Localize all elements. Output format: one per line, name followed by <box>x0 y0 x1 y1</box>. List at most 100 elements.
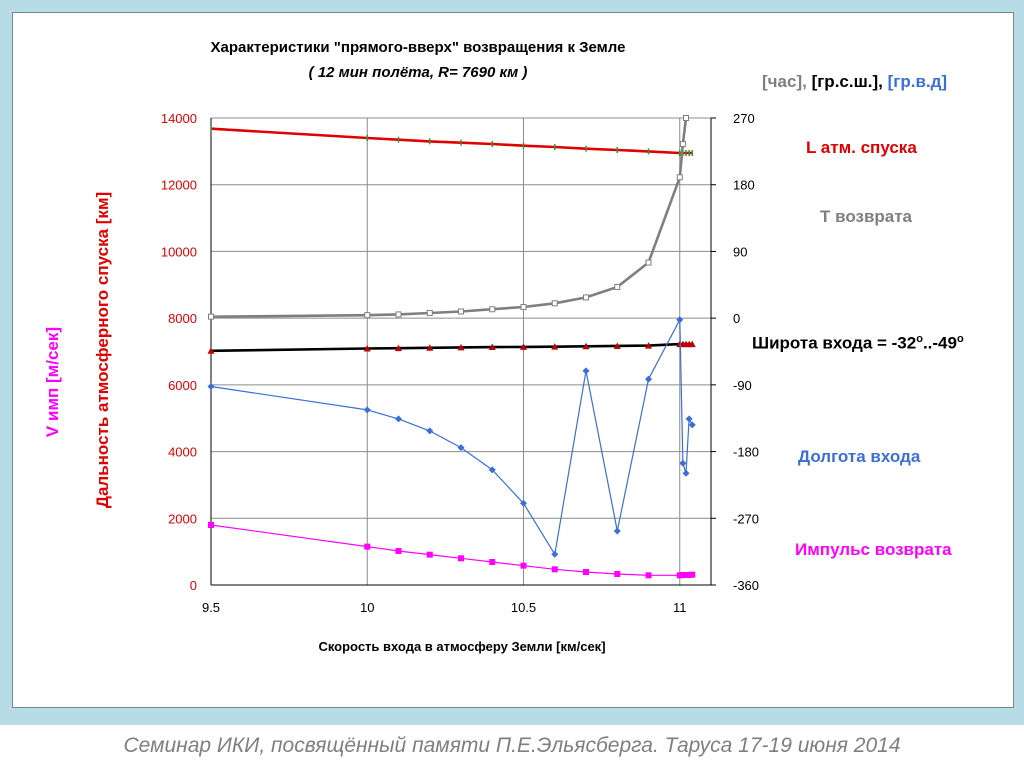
data-point-lon <box>551 550 559 558</box>
data-point-time <box>676 174 683 181</box>
data-point-lon <box>688 421 696 429</box>
slide-panel <box>12 12 1014 708</box>
data-point-lon <box>685 415 693 423</box>
series-line-lat <box>210 342 693 353</box>
x-tick-label: 11 <box>673 600 687 615</box>
chart-subtitle: ( 12 мин полёта, R= 7690 км ) <box>309 64 528 81</box>
y-right-tick-label: 270 <box>733 111 755 126</box>
data-point-time <box>489 306 496 313</box>
data-point-impulse <box>686 571 693 578</box>
y-left-tick-label: 6000 <box>168 378 197 393</box>
series-line-time <box>210 117 688 318</box>
units-hour: [час], <box>762 72 807 91</box>
y-right-tick-label: -270 <box>733 511 759 526</box>
y-right-tick-label: -180 <box>733 445 759 460</box>
data-point-lat <box>582 342 590 350</box>
y-right-tick-label: 90 <box>733 244 747 259</box>
data-point-impulse <box>679 571 686 578</box>
units-legend: [час], [гр.с.ш.], [гр.в.д] <box>762 72 947 92</box>
legend-lat-deg-1: o <box>916 333 923 345</box>
series-line-impulse <box>210 524 693 576</box>
y-right-tick-label: 0 <box>733 311 740 326</box>
data-point-impulse <box>683 571 689 578</box>
data-point-impulse <box>208 521 214 528</box>
data-point-lon <box>679 459 687 467</box>
y-left-tick-label: 4000 <box>168 445 197 460</box>
data-point-time <box>426 309 433 316</box>
data-point-lat <box>363 345 371 352</box>
data-point-lon <box>488 466 496 474</box>
data-point-lon <box>582 367 590 375</box>
data-point-lon <box>613 527 621 535</box>
legend-impulse: Импульс возврата <box>795 540 952 559</box>
series-line-lon <box>210 319 693 555</box>
data-point-lat <box>207 347 215 354</box>
data-point-lon <box>676 316 684 324</box>
data-point-time <box>551 300 558 307</box>
y-right-tick-label: 180 <box>733 178 755 193</box>
data-point-time <box>683 115 689 121</box>
data-point-lat <box>395 344 402 352</box>
y-left-tick-label: 2000 <box>168 511 197 526</box>
legend-lat-main: Широта входа = -32 <box>752 333 917 353</box>
data-point-time <box>208 313 214 320</box>
footer-band <box>0 725 1024 768</box>
chart-title: Характеристики "прямого-вверх" возвращен… <box>211 39 626 56</box>
data-point-lon <box>520 499 527 507</box>
data-point-time <box>520 304 527 311</box>
data-point-impulse <box>364 543 371 550</box>
data-point-impulse <box>395 547 402 554</box>
y-left-label-impulse: V имп [м/сек] <box>43 327 62 437</box>
data-point-lat <box>613 342 621 349</box>
data-point-impulse <box>520 562 527 569</box>
legend-lat-deg-2: o <box>956 333 964 345</box>
y-left-tick-label: 0 <box>190 578 197 593</box>
data-point-lat <box>551 343 559 350</box>
y-left-tick-label: 10000 <box>161 244 197 259</box>
data-point-time <box>679 140 686 147</box>
data-point-lon <box>682 469 690 477</box>
grid-layer <box>210 117 711 586</box>
x-tick-label: 10.5 <box>511 600 536 615</box>
data-point-impulse <box>489 558 496 565</box>
legend-lat-dots: ..-49 <box>922 333 957 353</box>
data-point-lat <box>645 342 652 349</box>
data-point-impulse <box>614 570 621 577</box>
data-point-time <box>364 312 371 319</box>
y-left-tick-label: 8000 <box>168 311 197 326</box>
data-point-time <box>583 294 589 301</box>
y-right-tick-label: -90 <box>733 378 752 393</box>
data-point-lon <box>395 415 402 423</box>
data-point-lon <box>207 383 215 391</box>
legend-lat: Широта входа = -32o..-49o <box>752 333 964 354</box>
y-left-label-range: Дальность атмосферного спуска [км] <box>93 192 112 508</box>
units-lon: [гр.в.д] <box>887 72 948 91</box>
data-point-impulse <box>676 572 683 579</box>
data-point-lat <box>520 343 527 350</box>
footer-text: Семинар ИКИ, посвящённый памяти П.Е.Элья… <box>123 734 901 757</box>
y-left-tick-label: 12000 <box>161 178 197 193</box>
chart-svg: 0 2000 4000 6000 8000 10000 12000 14000 -360 -270… <box>43 39 759 654</box>
data-point-impulse <box>551 566 558 573</box>
data-point-lon <box>363 406 371 414</box>
data-point-lat <box>426 344 434 351</box>
data-point-lat <box>457 343 465 351</box>
y-right-tick-label: -360 <box>733 578 759 593</box>
data-point-lat <box>688 340 696 348</box>
legend-time: T возврата <box>820 207 913 226</box>
x-tick-label: 9.5 <box>202 600 220 615</box>
legend-lon: Долгота входа <box>798 447 921 466</box>
y-left-tick-label: 14000 <box>161 111 197 126</box>
legend-range: L атм. спуска <box>806 138 917 157</box>
data-point-impulse <box>645 572 652 579</box>
series-line-range <box>210 127 693 155</box>
x-axis-label: Скорость входа в атмосферу Земли [км/сек… <box>318 639 605 654</box>
data-point-impulse <box>689 571 696 578</box>
data-point-impulse <box>426 551 433 558</box>
units-lat: [гр.с.ш.], <box>811 72 883 91</box>
data-point-impulse <box>458 555 464 562</box>
x-tick-label: 10 <box>360 600 374 615</box>
data-point-lon <box>426 427 434 435</box>
data-point-time <box>458 308 464 315</box>
data-point-lat <box>488 343 496 351</box>
